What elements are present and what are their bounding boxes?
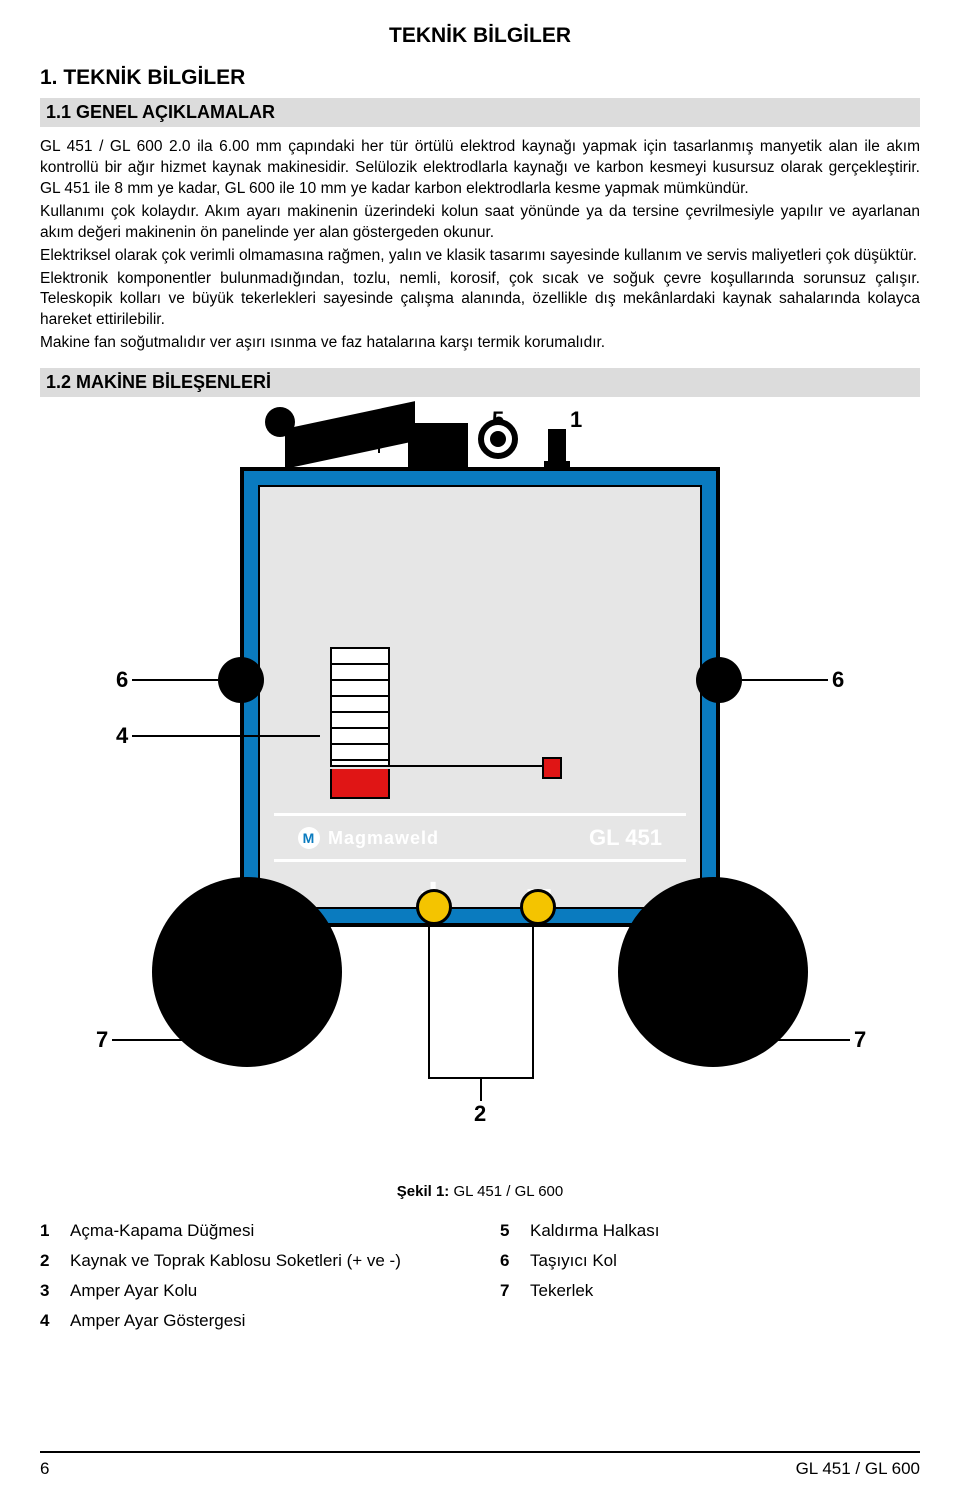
legend-row: 6 Taşıyıcı Kol (500, 1246, 920, 1276)
legend-row: 4 Amper Ayar Göstergesi (40, 1306, 460, 1336)
paragraph: GL 451 / GL 600 2.0 ila 6.00 mm çapındak… (40, 137, 920, 200)
callout-2: 2 (474, 1101, 486, 1127)
socket-plus (416, 889, 452, 925)
callout-4: 4 (116, 723, 128, 749)
front-panel: M Magmaweld GL 451 + − (258, 485, 702, 909)
legend: 1 Açma-Kapama Düğmesi 2 Kaynak ve Toprak K… (40, 1216, 920, 1336)
machine-body: M Magmaweld GL 451 + − (240, 467, 720, 927)
legend-text: Taşıyıcı Kol (530, 1251, 617, 1271)
legend-row: 5 Kaldırma Halkası (500, 1216, 920, 1246)
leader-line (742, 679, 828, 681)
legend-num: 3 (40, 1281, 58, 1301)
legend-row: 7 Tekerlek (500, 1276, 920, 1306)
leader-line (532, 927, 534, 1077)
figure-label-rest: GL 451 / GL 600 (449, 1183, 563, 1200)
crank-arm-icon (285, 401, 415, 469)
footer-model: GL 451 / GL 600 (796, 1459, 920, 1479)
page-title: TEKNİK BİLGİLER (40, 24, 920, 48)
brand-band: M Magmaweld GL 451 (274, 819, 686, 857)
legend-num: 1 (40, 1221, 58, 1241)
brand-logo: M Magmaweld (298, 827, 439, 849)
legend-row: 3 Amper Ayar Kolu (40, 1276, 460, 1306)
legend-num: 6 (500, 1251, 518, 1271)
legend-row: 1 Açma-Kapama Düğmesi (40, 1216, 460, 1246)
legend-text: Amper Ayar Göstergesi (70, 1311, 245, 1331)
model-label: GL 451 (589, 825, 662, 851)
legend-num: 5 (500, 1221, 518, 1241)
legend-text: Kaldırma Halkası (530, 1221, 659, 1241)
section-1-heading: 1. TEKNİK BİLGİLER (40, 66, 920, 90)
leader-line (428, 927, 430, 1077)
callout-7: 7 (96, 1027, 108, 1053)
paragraph: Elektriksel olarak çok verimli olmamasın… (40, 246, 920, 267)
brand-name: Magmaweld (328, 828, 439, 849)
divider-line (274, 859, 686, 862)
callout-6: 6 (116, 667, 128, 693)
legend-text: Amper Ayar Kolu (70, 1281, 197, 1301)
paragraph: Makine fan soğutmalıdır ver aşırı ısınma… (40, 333, 920, 354)
leader-line (132, 735, 320, 737)
crank-base-icon (408, 423, 468, 467)
sub-1-2-heading: 1.2 MAKİNE BİLEŞENLERİ (40, 368, 920, 397)
leader-line (112, 1039, 186, 1041)
paragraph: Elektronik komponentler bulunmadığından,… (40, 269, 920, 332)
amp-pointer (542, 757, 562, 779)
divider-line (274, 813, 686, 816)
brand-initial-icon: M (298, 827, 320, 849)
amp-lever-line (388, 765, 544, 767)
legend-text: Kaynak ve Toprak Kablosu Soketleri (+ ve… (70, 1251, 401, 1271)
legend-col-left: 1 Açma-Kapama Düğmesi 2 Kaynak ve Toprak K… (40, 1216, 460, 1336)
footer-page-number: 6 (40, 1459, 49, 1479)
callout-7: 7 (854, 1027, 866, 1053)
legend-text: Tekerlek (530, 1281, 593, 1301)
legend-num: 2 (40, 1251, 58, 1271)
paragraph: Kullanımı çok kolaydır. Akım ayarı makin… (40, 202, 920, 244)
leader-line (480, 1077, 482, 1101)
amp-scale (330, 647, 390, 767)
legend-row: 2 Kaynak ve Toprak Kablosu Soketleri (+ v… (40, 1246, 460, 1276)
socket-minus (520, 889, 556, 925)
machine-diagram: 3 5 1 (40, 407, 920, 1167)
callout-6: 6 (832, 667, 844, 693)
figure-caption: Şekil 1: GL 451 / GL 600 (40, 1183, 920, 1200)
handle-knob-left (218, 657, 264, 703)
leader-line (776, 1039, 850, 1041)
legend-num: 4 (40, 1311, 58, 1331)
sub-1-1-heading: 1.1 GENEL AÇIKLAMALAR (40, 98, 920, 127)
legend-text: Açma-Kapama Düğmesi (70, 1221, 254, 1241)
page-footer: 6 GL 451 / GL 600 (40, 1451, 920, 1479)
legend-col-right: 5 Kaldırma Halkası 6 Taşıyıcı Kol 7 Tekerle… (500, 1216, 920, 1336)
callout-1: 1 (570, 407, 582, 433)
leader-line (132, 679, 218, 681)
power-switch-icon (548, 429, 566, 467)
amp-scale-red (330, 769, 390, 799)
lift-ring-icon (468, 419, 528, 467)
handle-knob-right (696, 657, 742, 703)
figure-label-bold: Şekil 1: (397, 1183, 450, 1200)
body-text-block: GL 451 / GL 600 2.0 ila 6.00 mm çapındak… (40, 137, 920, 354)
legend-num: 7 (500, 1281, 518, 1301)
